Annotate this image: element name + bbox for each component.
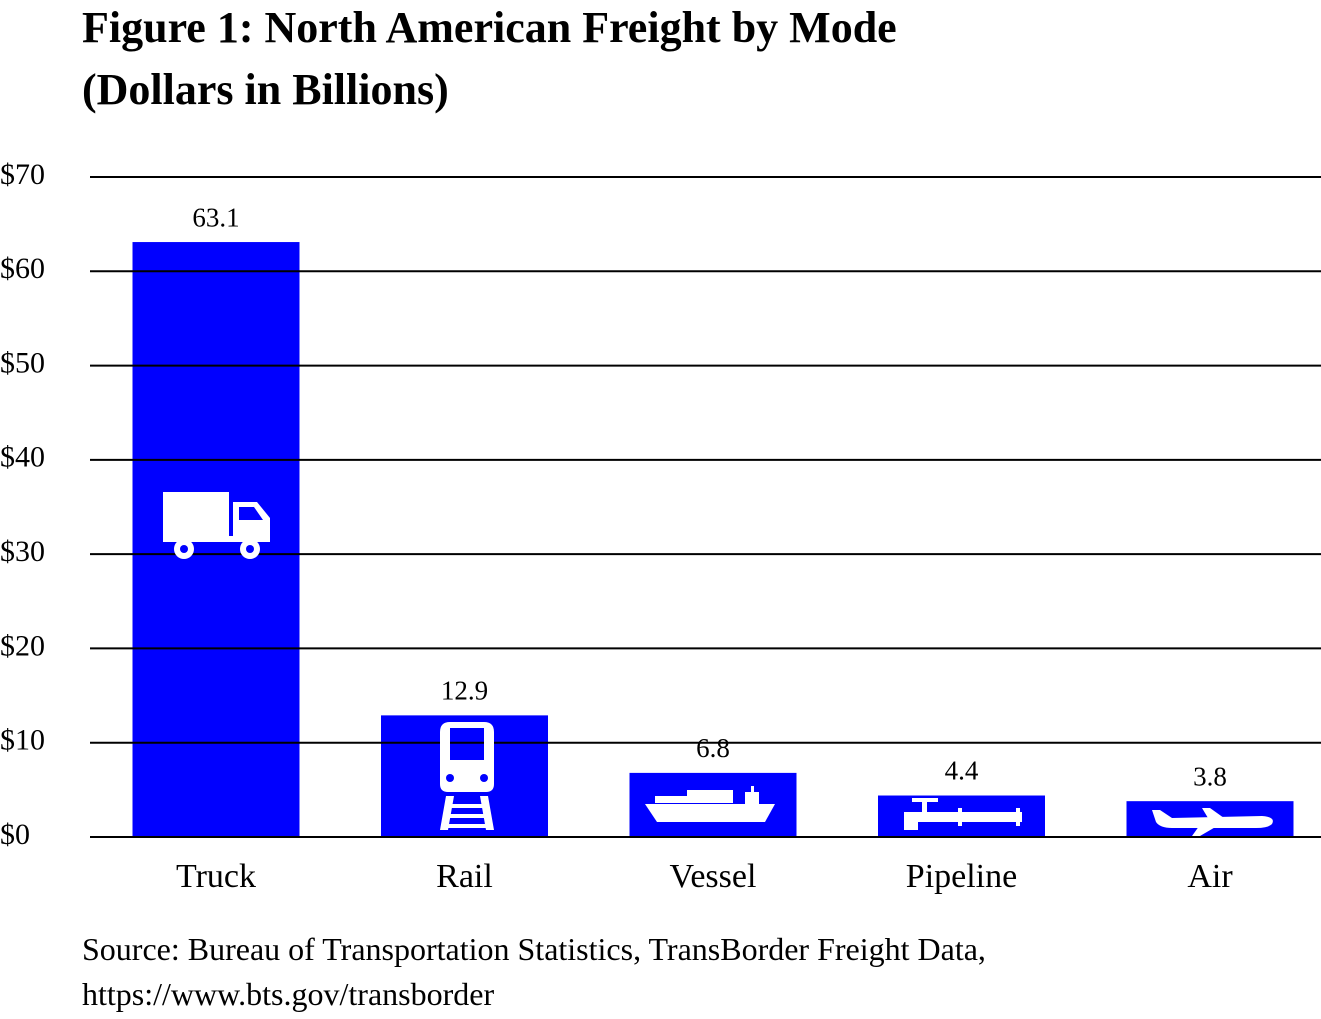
x-tick-label: Air [1187, 858, 1233, 895]
chart-subtitle: (Dollars in Billions) [82, 65, 449, 114]
value-label: 63.1 [192, 202, 239, 232]
icons [163, 492, 1273, 836]
ship-icon [645, 786, 775, 822]
y-tick-label: $70 [0, 158, 45, 191]
source-note: Source: Bureau of Transportation Statist… [82, 931, 986, 967]
value-label: 6.8 [696, 733, 730, 763]
x-tick-label: Pipeline [906, 858, 1017, 895]
x-tick-label: Truck [176, 858, 256, 895]
y-tick-label: $30 [0, 535, 45, 568]
source-note: https://www.bts.gov/transborder [82, 976, 494, 1012]
y-tick-label: $20 [0, 629, 45, 662]
chart-title: Figure 1: North American Freight by Mode [82, 3, 897, 52]
x-tick-label: Rail [436, 858, 493, 895]
value-label: 12.9 [441, 676, 488, 706]
y-tick-label: $0 [0, 818, 30, 851]
x-tick-label: Vessel [670, 858, 757, 895]
plane-icon [1152, 808, 1273, 836]
y-tick-label: $60 [0, 252, 45, 285]
pipeline-icon [904, 798, 1022, 830]
value-label: 4.4 [945, 756, 979, 786]
truck-icon [163, 492, 270, 559]
y-tick-label: $40 [0, 441, 45, 474]
value-label: 3.8 [1193, 761, 1227, 791]
y-tick-label: $10 [0, 724, 45, 757]
y-tick-label: $50 [0, 346, 45, 379]
